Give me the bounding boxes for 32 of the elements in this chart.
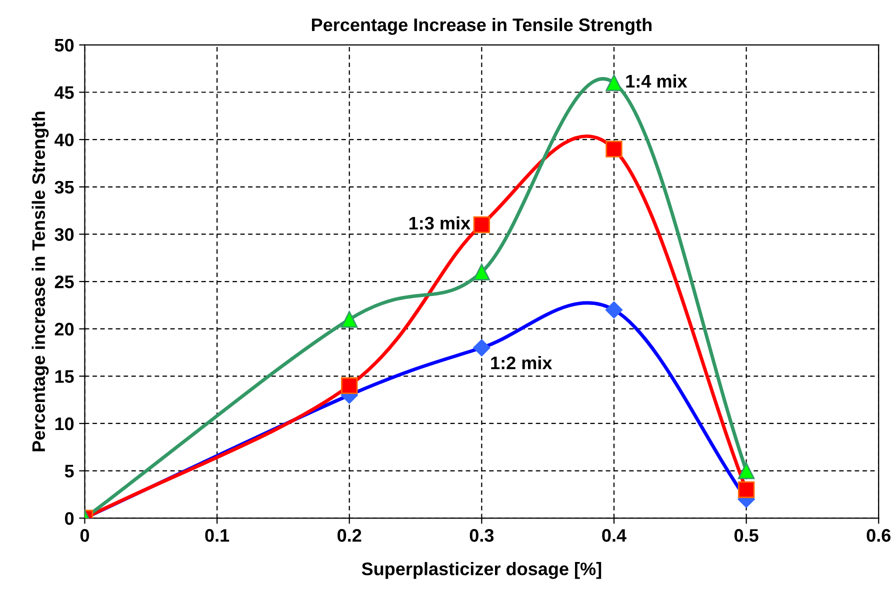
chart-title: Percentage Increase in Tensile Strength: [312, 18, 652, 35]
x-tick-label: 0.4: [602, 529, 626, 542]
x-tick-label: 0.5: [734, 529, 758, 542]
y-tick-label: 45: [54, 86, 74, 99]
x-tick-label: 0.1: [205, 529, 230, 542]
series-label: 1:3 mix: [409, 216, 470, 230]
y-tick-label: 25: [54, 275, 74, 288]
series-label: 1:4 mix: [626, 74, 688, 88]
point: [606, 140, 622, 158]
y-tick-label: 30: [54, 228, 74, 241]
y-tick-label: 15: [55, 370, 74, 383]
point: [341, 311, 358, 328]
point: [473, 216, 490, 234]
y-tick-label: 40: [54, 134, 74, 146]
y-tick-label: 0: [64, 512, 74, 525]
y-tick-label: 5: [64, 464, 74, 478]
x-tick-label: 0.3: [470, 529, 494, 542]
point: [738, 462, 755, 480]
point: [738, 481, 755, 498]
y-tick-label: 10: [55, 417, 74, 430]
y-tick-label: 35: [54, 180, 74, 194]
point: [473, 264, 490, 280]
point: [606, 74, 622, 92]
series-label: 1:2 mix: [491, 356, 552, 370]
x-tick-label: 0.6: [866, 529, 891, 542]
y-axis-title: Percentage increase in Tensile Strength: [32, 112, 49, 452]
x-axis-title: Superplasticizer dosage [%]: [362, 562, 602, 579]
point: [341, 377, 358, 394]
y-tick-label: 20: [54, 322, 74, 336]
x-tick-label: 0: [80, 529, 90, 542]
y-tick-label: 50: [54, 38, 74, 52]
x-tick-label: 0.2: [338, 529, 362, 542]
